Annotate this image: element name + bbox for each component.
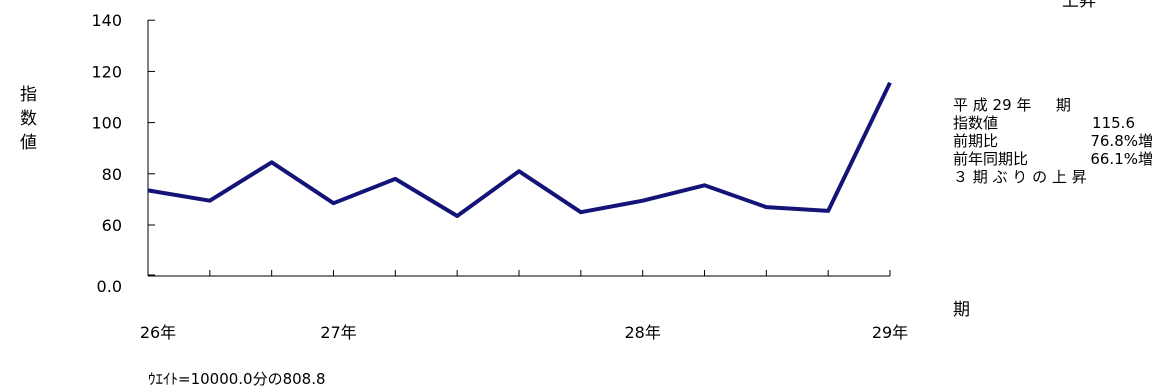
info-summary: ３ 期 ぶ り の 上 昇 <box>953 168 1087 186</box>
series-line-group <box>147 81 892 218</box>
y-tick-label: 0.0 <box>97 277 122 296</box>
y-tick-label: 100 <box>91 114 122 133</box>
y-tick-label: 140 <box>91 11 122 30</box>
weight-footnote: ｳｴｲﾄ=10000.0分の808.8 <box>148 370 326 388</box>
y-axis-label-char: 値 <box>20 133 37 153</box>
series-line <box>147 81 892 218</box>
x-tick-label: 27年 <box>320 323 356 342</box>
x-tick-label: 28年 <box>624 323 660 342</box>
y-tick-label: 80 <box>102 165 122 184</box>
y-axis-label-char: 指 <box>20 85 37 105</box>
x-axis-ticks: 26年 27年 28年 29年 <box>140 270 908 342</box>
info-row-label: 前年同期比 <box>953 150 1029 168</box>
x-axis-label: 期 <box>953 300 970 320</box>
info-row-label: 指数値 <box>953 114 999 132</box>
x-tick-label: 26年 <box>140 323 176 342</box>
info-title: 平 成 29 年 期 <box>953 96 1071 114</box>
top-clipped-label: 上昇 <box>1062 0 1096 11</box>
x-tick-label: 29年 <box>872 323 908 342</box>
info-row-value: 66.1%増 <box>1090 150 1153 168</box>
y-tick-label: 60 <box>102 216 122 235</box>
y-axis-ticks: 0.0 60 80 100 120 140 <box>91 11 155 296</box>
info-row-index: 指数値 115.6 <box>953 114 1153 132</box>
y-axis-label: 指数値 <box>20 85 37 153</box>
info-row-yoy: 前年同期比 66.1%増 <box>953 150 1153 168</box>
chart-axes <box>147 20 890 277</box>
info-row-label: 前期比 <box>953 132 999 150</box>
y-tick-label: 120 <box>91 62 122 81</box>
info-row-value: 115.6 <box>1092 114 1135 132</box>
info-row-qoq: 前期比 76.8%増 <box>953 132 1153 150</box>
info-box: 平 成 29 年 期 指数値 115.6 前期比 76.8%増 前年同期比 66… <box>953 96 1153 186</box>
info-row-value: 76.8%増 <box>1090 132 1153 150</box>
y-axis-label-char: 数 <box>20 109 37 129</box>
